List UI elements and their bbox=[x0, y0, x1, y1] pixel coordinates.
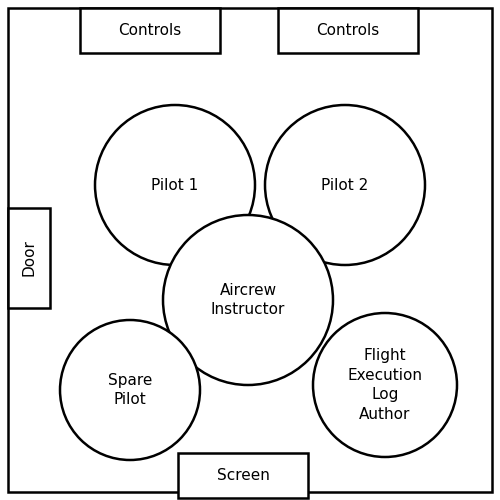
Circle shape bbox=[313, 313, 457, 457]
Text: Door: Door bbox=[22, 240, 36, 277]
Text: Spare
Pilot: Spare Pilot bbox=[108, 372, 152, 408]
Bar bbox=[178, 453, 308, 498]
Circle shape bbox=[265, 105, 425, 265]
Circle shape bbox=[60, 320, 200, 460]
Bar bbox=[8, 208, 50, 308]
Text: Screen: Screen bbox=[216, 468, 270, 483]
Circle shape bbox=[95, 105, 255, 265]
Bar bbox=[278, 8, 418, 53]
Circle shape bbox=[163, 215, 333, 385]
Text: Controls: Controls bbox=[316, 23, 380, 38]
Bar bbox=[80, 8, 220, 53]
Text: Pilot 1: Pilot 1 bbox=[152, 178, 198, 192]
Text: Pilot 2: Pilot 2 bbox=[322, 178, 368, 192]
Text: Aircrew
Instructor: Aircrew Instructor bbox=[211, 282, 285, 318]
Text: Flight
Execution
Log
Author: Flight Execution Log Author bbox=[348, 348, 422, 422]
Text: Controls: Controls bbox=[118, 23, 182, 38]
